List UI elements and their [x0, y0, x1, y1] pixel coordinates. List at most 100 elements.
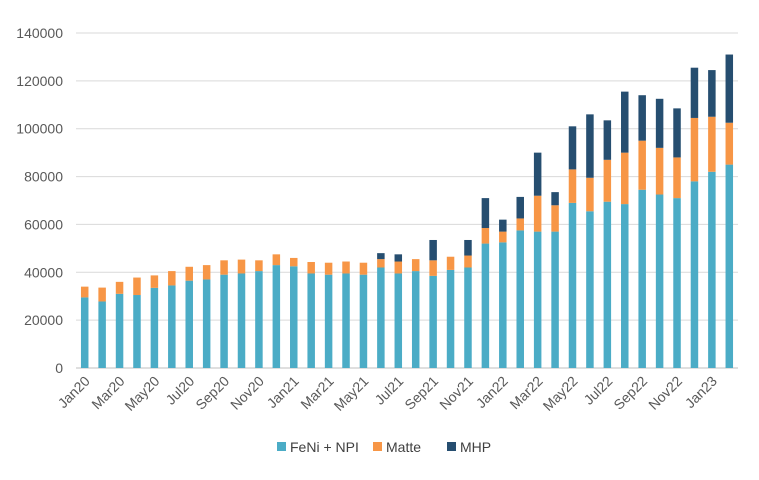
bar-segment-feni-npi	[708, 171, 716, 368]
bar-segment-feni-npi	[638, 189, 646, 368]
bar-segment-feni-npi	[168, 285, 176, 368]
bar-segment-feni-npi	[551, 231, 559, 368]
bar-segment-matte	[272, 254, 281, 266]
x-tick-label: Sep22	[610, 373, 650, 413]
bar-segment-feni-npi	[464, 267, 472, 368]
x-tick-label: May22	[540, 373, 581, 414]
bar-segment-mhp	[551, 192, 559, 206]
bar-segment-feni-npi	[342, 273, 350, 368]
bar-segment-feni-npi	[516, 230, 524, 368]
bar-segment-mhp	[499, 219, 507, 232]
bar-segment-matte	[237, 259, 246, 274]
bar-segment-matte	[80, 286, 89, 298]
bar-segment-matte	[342, 261, 350, 274]
legend-label: MHP	[460, 439, 491, 455]
bar-segment-feni-npi	[377, 267, 385, 368]
y-tick-label: 120000	[16, 73, 63, 89]
bar-segment-mhp	[621, 91, 629, 153]
bar-segment-feni-npi	[568, 202, 577, 368]
x-tick-label: Jan20	[55, 373, 93, 411]
bar-segment-feni-npi	[655, 194, 664, 368]
bar-segment-matte	[481, 228, 490, 244]
bar-segment-mhp	[638, 95, 646, 141]
y-tick-label: 20000	[24, 312, 63, 328]
x-tick-label: Jan22	[473, 373, 511, 411]
x-tick-label: Sep20	[192, 373, 232, 413]
bar-segment-feni-npi	[115, 293, 124, 368]
bar-segment-feni-npi	[533, 231, 542, 368]
bar-segment-mhp	[394, 254, 403, 262]
bar-segment-feni-npi	[80, 297, 89, 368]
x-tick-label: Mar20	[88, 373, 128, 413]
x-tick-label: Nov20	[227, 373, 267, 413]
bar-segment-feni-npi	[429, 275, 437, 368]
bar-segment-mhp	[533, 152, 542, 196]
bar-segment-mhp	[481, 198, 490, 229]
bar-segment-feni-npi	[603, 201, 612, 368]
bar-segment-matte	[464, 255, 472, 268]
x-tick-label: May21	[331, 373, 372, 414]
x-tick-label: Sep21	[401, 373, 441, 413]
bar-segment-mhp	[725, 54, 734, 123]
legend-label: Matte	[386, 439, 421, 455]
x-tick-label: Mar22	[506, 373, 546, 413]
bar-segment-matte	[708, 116, 716, 172]
bar-segment-matte	[499, 231, 507, 243]
bar-segment-matte	[533, 195, 542, 232]
bar-segment-matte	[551, 205, 559, 232]
bar-segment-matte	[568, 169, 577, 203]
bar-segment-feni-npi	[359, 274, 368, 368]
bar-segment-matte	[411, 259, 420, 272]
bar-segment-matte	[255, 260, 263, 272]
bar-segment-matte	[655, 147, 664, 195]
bar-segment-matte	[690, 117, 699, 182]
bar-segment-mhp	[690, 67, 699, 118]
bar-segment-feni-npi	[673, 198, 681, 368]
bar-segment-matte	[429, 260, 437, 276]
bar-segment-matte	[621, 152, 629, 205]
y-tick-label: 140000	[16, 25, 63, 41]
x-tick-label: Nov22	[645, 373, 685, 413]
bar-segment-feni-npi	[150, 287, 159, 368]
legend-swatch	[447, 442, 456, 451]
y-axis-tick-labels: 0 20000 40000 60000 80000 100000 120000 140000	[16, 25, 63, 376]
bar-segment-feni-npi	[411, 271, 420, 368]
x-tick-label: Mar21	[297, 373, 337, 413]
bar-segment-mhp	[673, 108, 681, 158]
bar-segment-matte	[516, 218, 524, 231]
bar-segment-feni-npi	[690, 181, 699, 368]
bar-segment-mhp	[516, 196, 524, 219]
bar-segment-feni-npi	[133, 295, 141, 368]
y-tick-label: 0	[55, 360, 63, 376]
bars	[80, 54, 734, 368]
bar-segment-mhp	[429, 239, 437, 261]
bar-segment-matte	[673, 157, 681, 199]
bar-segment-matte	[307, 261, 315, 274]
bar-segment-feni-npi	[586, 211, 594, 368]
bar-segment-matte	[220, 260, 228, 275]
bar-segment-feni-npi	[272, 265, 281, 368]
bar-segment-feni-npi	[446, 269, 455, 368]
bar-segment-mhp	[708, 70, 716, 117]
bar-segment-feni-npi	[725, 164, 734, 368]
legend-label: FeNi + NPI	[290, 439, 359, 455]
bar-segment-matte	[377, 259, 385, 268]
bar-segment-matte	[115, 281, 124, 294]
x-tick-label: Nov21	[436, 373, 476, 413]
y-tick-label: 40000	[24, 264, 63, 280]
bar-segment-feni-npi	[324, 274, 333, 368]
bar-segment-feni-npi	[307, 273, 315, 368]
bar-segment-matte	[185, 266, 193, 281]
bar-segment-mhp	[568, 126, 577, 170]
bar-segment-feni-npi	[185, 280, 193, 368]
bar-segment-matte	[324, 262, 333, 275]
bar-segment-matte	[586, 177, 594, 212]
bar-segment-mhp	[655, 98, 664, 148]
x-tick-label: May20	[121, 373, 162, 414]
legend-swatch	[277, 442, 286, 451]
bar-segment-matte	[98, 287, 106, 302]
bar-segment-matte	[202, 265, 211, 280]
bar-segment-feni-npi	[394, 273, 403, 368]
